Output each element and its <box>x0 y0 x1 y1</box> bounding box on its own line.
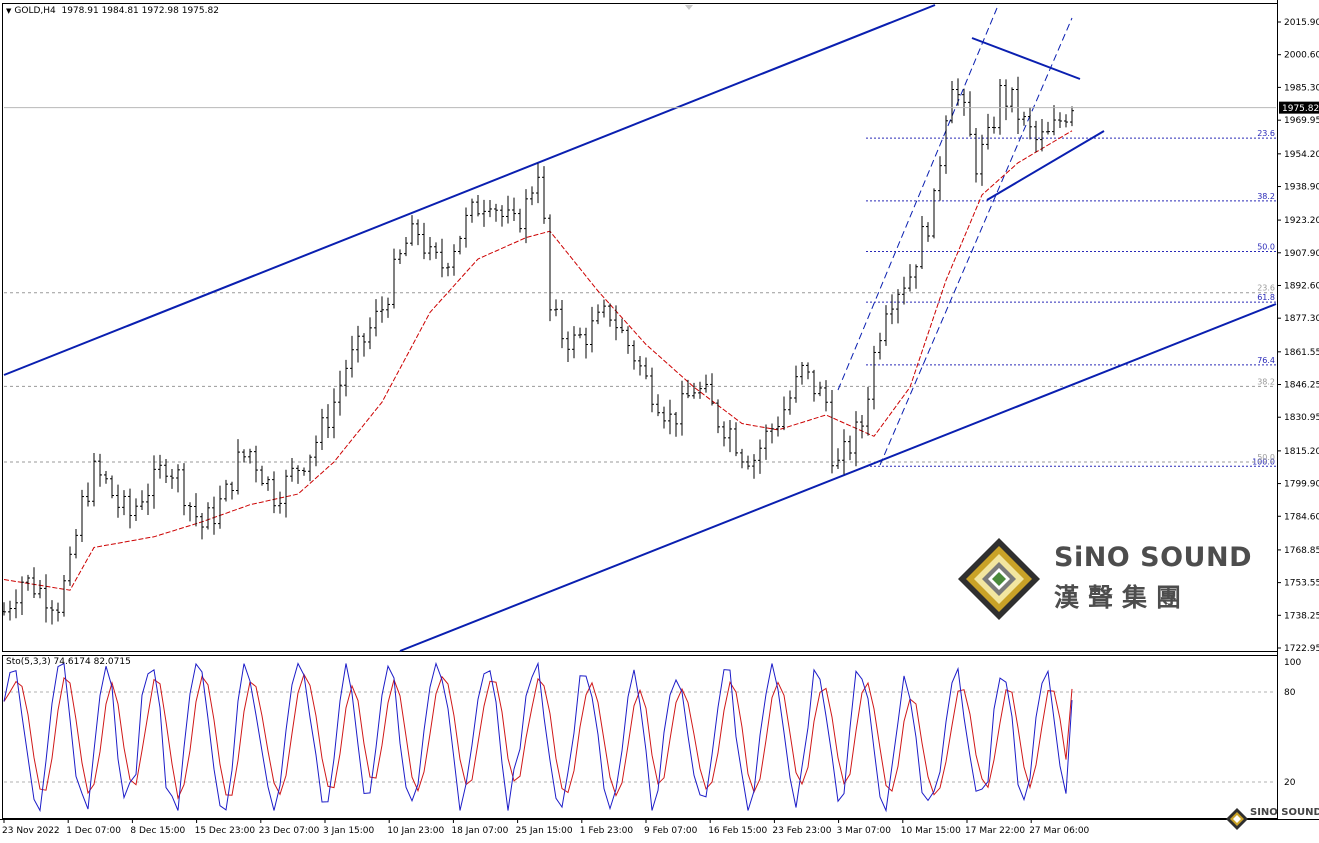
price-tick-label: 1815.20 <box>1284 447 1319 457</box>
rising-channel-lower <box>879 17 1073 466</box>
osc-level-label: 80 <box>1284 688 1296 698</box>
price-tick-label: 1938.90 <box>1284 183 1319 193</box>
stoch-main-line <box>3 661 1073 813</box>
fib-level-label: 61.8 <box>1257 293 1275 302</box>
time-tick-label: 16 Feb 15:00 <box>708 826 767 836</box>
symbol-label: GOLD,H4 <box>14 6 56 16</box>
trend-channel-lines <box>3 4 1277 652</box>
gray-fib-label: 38.2 <box>1257 377 1275 386</box>
fib-level-label: 100.0 <box>1252 457 1275 466</box>
triangle-upper-line <box>971 37 1081 80</box>
brand-watermark: SiNO SOUND 漢聲集團 <box>958 538 1251 620</box>
current-price-label: 1975.82 <box>1282 104 1319 114</box>
price-tick-label: 1753.55 <box>1284 579 1319 589</box>
time-tick-label: 1 Dec 07:00 <box>66 826 121 836</box>
time-tick-label: 10 Mar 15:00 <box>901 826 961 836</box>
brand-name-zh: 漢聲集團 <box>1054 583 1191 612</box>
price-tick-label: 1892.60 <box>1284 281 1319 291</box>
mini-brand-logo: SINO SOUND <box>1224 805 1319 835</box>
time-tick-label: 9 Feb 07:00 <box>644 826 698 836</box>
current-price-box <box>1279 101 1319 114</box>
price-tick-label: 1768.85 <box>1284 546 1319 556</box>
price-tick-label: 1861.55 <box>1284 348 1319 358</box>
fib-level-label: 50.0 <box>1257 243 1275 252</box>
oscillator-label: Sto(5,3,3) 74.6174 82.0715 <box>6 657 131 667</box>
gray-fib-label: 23.6 <box>1257 284 1275 293</box>
osc-level-label: 20 <box>1284 778 1296 788</box>
price-tick-label: 1954.20 <box>1284 150 1319 160</box>
time-tick-label: 17 Mar 22:00 <box>965 826 1025 836</box>
scroll-markers <box>685 5 693 10</box>
price-tick-label: 1969.95 <box>1284 116 1319 126</box>
channel-lower-line <box>399 303 1277 652</box>
brand-name-en: SiNO SOUND <box>1054 542 1252 573</box>
gray-fib-label: 50.0 <box>1257 453 1275 462</box>
fib-level-label: 23.6 <box>1257 129 1275 138</box>
price-tick-label: 1784.60 <box>1284 512 1319 522</box>
price-tick-label: 1738.25 <box>1284 611 1319 621</box>
symbol-header: ▼ GOLD,H4 1978.91 1984.81 1972.98 1975.82 <box>6 6 219 16</box>
price-tick-label: 1877.30 <box>1284 314 1319 324</box>
fib-level-label: 38.2 <box>1257 192 1275 201</box>
shift-marker-icon[interactable] <box>685 5 693 10</box>
price-tick-label: 1799.90 <box>1284 480 1319 490</box>
price-tick-label: 2015.90 <box>1284 18 1319 28</box>
time-tick-label: 10 Jan 23:00 <box>387 826 444 836</box>
price-tick-label: 1830.95 <box>1284 413 1319 423</box>
oscillator-header: Sto(5,3,3) 74.6174 82.0715 <box>6 657 131 667</box>
mini-diamond-icon <box>1226 808 1248 830</box>
collapse-triangle-icon[interactable]: ▼ <box>6 7 12 15</box>
rising-channel-upper <box>837 7 998 391</box>
time-tick-label: 18 Jan 07:00 <box>451 826 508 836</box>
channel-upper-line <box>3 4 936 376</box>
fib-and-grid-lines: 23.6 38.2 50.0 61.8 76.4 100.0 23.6 38.2 50.0 <box>4 129 1276 467</box>
time-tick-label: 25 Jan 15:00 <box>516 826 573 836</box>
stoch-signal-line <box>3 673 1073 800</box>
time-tick-label: 15 Dec 23:00 <box>195 826 256 836</box>
price-tick-label: 1923.20 <box>1284 216 1319 226</box>
price-tick-label: 1907.90 <box>1284 249 1319 259</box>
price-tick-label: 2000.60 <box>1284 51 1319 61</box>
price-axis: 2015.90 2000.60 1985.30 1969.95 1954.20 1938.… <box>4 18 1319 654</box>
price-tick-label: 1985.30 <box>1284 83 1319 93</box>
time-tick-label: 1 Feb 23:00 <box>580 826 634 836</box>
time-tick-label: 23 Dec 07:00 <box>259 826 320 836</box>
moving-average-line <box>3 130 1073 591</box>
brand-diamond-icon <box>958 538 1040 620</box>
mini-brand-text: SINO SOUND <box>1250 807 1319 818</box>
time-tick-label: 3 Mar 07:00 <box>837 826 892 836</box>
price-tick-label: 1846.25 <box>1284 381 1319 391</box>
time-tick-label: 23 Nov 2022 <box>2 826 60 836</box>
time-tick-label: 3 Jan 15:00 <box>323 826 375 836</box>
price-tick-label: 1722.95 <box>1284 644 1319 654</box>
price-bars <box>2 76 1074 625</box>
time-tick-label: 27 Mar 06:00 <box>1029 826 1089 836</box>
fib-level-label: 76.4 <box>1257 356 1275 365</box>
osc-level-label: 100 <box>1284 658 1301 668</box>
time-tick-label: 8 Dec 15:00 <box>130 826 185 836</box>
time-axis: 23 Nov 2022 1 Dec 07:00 8 Dec 15:00 15 Dec … <box>2 819 1090 836</box>
moving-average <box>3 130 1073 591</box>
stochastic-oscillator: 100 80 20 <box>3 658 1301 813</box>
time-tick-label: 23 Feb 23:00 <box>772 826 831 836</box>
triangle-lower-line <box>986 130 1105 201</box>
ohlc-values: 1978.91 1984.81 1972.98 1975.82 <box>61 6 219 16</box>
